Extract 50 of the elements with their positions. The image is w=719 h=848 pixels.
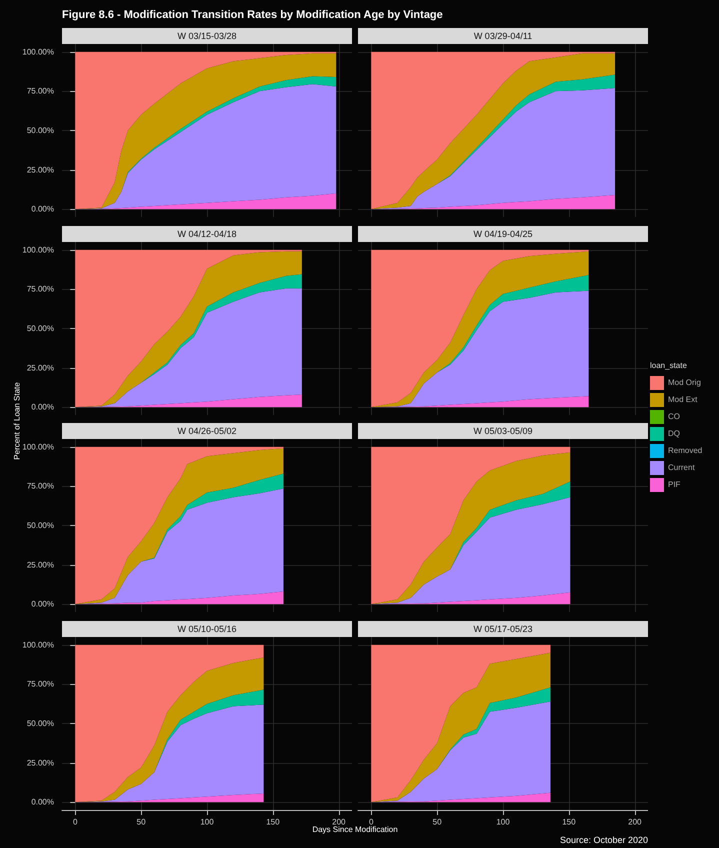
y-tick-label: 0.00%: [31, 797, 54, 806]
y-tick-label: 50.00%: [26, 521, 54, 530]
chart-subtitle: W 03/29-04/11: [358, 28, 648, 44]
y-tick-label: 100.00%: [22, 47, 54, 56]
x-tick-label: 50: [136, 817, 146, 826]
legend-label: Current: [668, 463, 695, 472]
chart-subtitle: W 03/15-03/28: [62, 28, 352, 44]
legend-label: Mod Ext: [668, 395, 698, 404]
x-tick-label: 0: [368, 817, 374, 826]
y-tick-label: 25.00%: [26, 165, 54, 174]
chart-subtitle: W 05/10-05/16: [62, 620, 352, 636]
chart-subtitle: W 05/17-05/23: [358, 620, 648, 636]
chart-subtitle: W 05/03-05/09: [358, 423, 648, 439]
y-tick-label: 75.00%: [26, 482, 54, 491]
y-tick-label: 50.00%: [26, 324, 54, 332]
legend-label: Removed: [668, 446, 702, 455]
y-tick-label: 0.00%: [31, 600, 54, 609]
x-axis-title: Days Since Modification: [312, 824, 398, 834]
legend-label: Mod Orig: [668, 378, 701, 387]
legend-label: PIF: [668, 480, 680, 489]
y-tick-label: 75.00%: [26, 284, 54, 294]
x-tick-label: 100: [496, 817, 510, 826]
x-tick-label: 150: [266, 817, 280, 826]
y-tick-label: 75.00%: [26, 86, 54, 96]
y-tick-label: 25.00%: [26, 758, 54, 767]
y-tick-label: 50.00%: [26, 126, 54, 135]
y-tick-label: 25.00%: [26, 560, 54, 570]
chart-subtitle: W 04/26-05/02: [62, 423, 352, 439]
x-tick-label: 100: [200, 817, 214, 826]
y-tick-label: 75.00%: [26, 679, 54, 688]
x-tick-label: 50: [432, 817, 442, 826]
y-tick-label: 100.00%: [22, 244, 54, 254]
y-axis-title: Percent of Loan State: [12, 382, 22, 460]
legend-label: DQ: [668, 429, 680, 438]
y-tick-label: 0.00%: [31, 402, 54, 412]
x-tick-label: 150: [562, 817, 576, 826]
x-tick-label: 200: [332, 817, 346, 826]
chart-subtitle: W 04/19-04/25: [358, 226, 648, 242]
legend-label: CO: [668, 412, 680, 421]
y-tick-label: 100.00%: [22, 640, 54, 649]
y-tick-label: 0.00%: [31, 204, 54, 214]
x-tick-label: 0: [72, 817, 78, 826]
y-tick-label: 100.00%: [22, 442, 54, 452]
y-tick-label: 25.00%: [26, 362, 54, 372]
y-tick-label: 50.00%: [26, 718, 54, 728]
x-tick-label: 200: [628, 817, 642, 826]
source-note: Source: October 2020: [558, 834, 648, 844]
legend-title: loan_state: [650, 361, 688, 370]
chart-title: Figure 8.6 - Modification Transition Rates by Modification Age by Vintage: [62, 9, 443, 21]
chart-subtitle: W 04/12-04/18: [62, 226, 352, 242]
